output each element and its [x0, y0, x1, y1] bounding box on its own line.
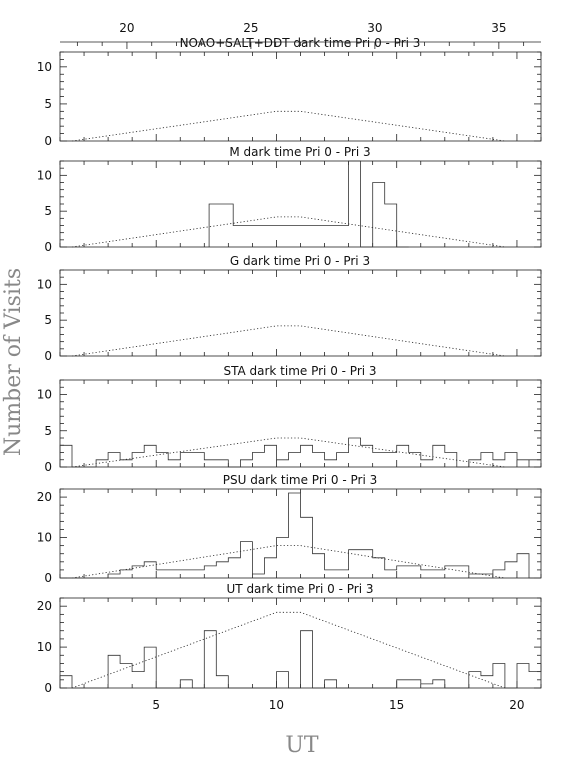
- bottom-x-tick-label: 15: [389, 698, 404, 712]
- y-tick-label: 5: [44, 313, 52, 327]
- chart-panels: NOAO+SALT+DDT dark time Pri 0 - Pri 3 0 5 1…: [37, 36, 542, 695]
- reference-line: [71, 437, 505, 468]
- y-tick-label: 10: [37, 388, 52, 402]
- y-tick-label: 5: [44, 424, 52, 438]
- panel-title: NOAO+SALT+DDT dark time Pri 0 - Pri 3: [180, 36, 421, 50]
- reference-line: [71, 216, 505, 248]
- panel-frame: [59, 51, 542, 142]
- top-x-axis: 20 25 30 35: [60, 21, 541, 49]
- bottom-x-axis: 5 10 15 20: [152, 698, 524, 712]
- histogram-series: [60, 492, 541, 579]
- x-axis-title: UT: [285, 733, 319, 758]
- reference-line: [71, 325, 505, 357]
- top-x-tick-label: 25: [243, 21, 258, 35]
- y-tick-label: 0: [44, 240, 52, 254]
- y-tick-label: 10: [37, 277, 52, 291]
- y-tick-label: 5: [44, 204, 52, 218]
- top-x-tick-label: 20: [119, 21, 134, 35]
- y-tick-label: 10: [37, 640, 52, 654]
- panel-2: M dark time Pri 0 - Pri 3 0 5 10: [37, 145, 542, 254]
- y-tick-label: 0: [44, 681, 52, 695]
- panel-title: STA dark time Pri 0 - Pri 3: [223, 364, 376, 378]
- reference-line: [71, 611, 506, 689]
- panel-frame: [59, 269, 542, 357]
- panel-1: NOAO+SALT+DDT dark time Pri 0 - Pri 3 0 5 1…: [37, 36, 542, 148]
- y-tick-label: 5: [44, 97, 52, 111]
- panel-4: STA dark time Pri 0 - Pri 3 0 5 10: [37, 364, 542, 474]
- panel-title: G dark time Pri 0 - Pri 3: [230, 254, 370, 268]
- bottom-x-tick-label: 10: [269, 698, 284, 712]
- reference-line: [71, 110, 505, 142]
- panel-frame: [59, 160, 542, 248]
- bottom-x-tick-label: 20: [509, 698, 524, 712]
- histogram-series: [59, 437, 541, 468]
- y-tick-label: 0: [44, 571, 52, 585]
- histogram-series: [59, 630, 542, 689]
- y-axis-title: Number of Visits: [1, 268, 26, 456]
- y-tick-label: 20: [37, 490, 52, 504]
- y-tick-label: 0: [44, 349, 52, 363]
- reference-line: [71, 545, 505, 579]
- y-tick-label: 10: [37, 168, 52, 182]
- panel-6: UT dark time Pri 0 - Pri 3 0 10 20: [37, 582, 542, 695]
- panel-3: G dark time Pri 0 - Pri 3 0 5 10: [37, 254, 542, 363]
- histogram-series: [208, 160, 409, 248]
- panel-title: M dark time Pri 0 - Pri 3: [229, 145, 370, 159]
- top-x-tick-label: 30: [367, 21, 382, 35]
- y-tick-label: 10: [37, 531, 52, 545]
- y-tick-label: 20: [37, 599, 52, 613]
- top-x-tick-label: 35: [491, 21, 506, 35]
- panel-5: PSU dark time Pri 0 - Pri 3 0 10 20: [37, 473, 542, 585]
- y-tick-label: 0: [44, 460, 52, 474]
- y-tick-label: 10: [37, 60, 52, 74]
- panel-title: PSU dark time Pri 0 - Pri 3: [223, 473, 378, 487]
- y-tick-label: 0: [44, 134, 52, 148]
- panel-title: UT dark time Pri 0 - Pri 3: [227, 582, 374, 596]
- bottom-x-tick-label: 5: [152, 698, 160, 712]
